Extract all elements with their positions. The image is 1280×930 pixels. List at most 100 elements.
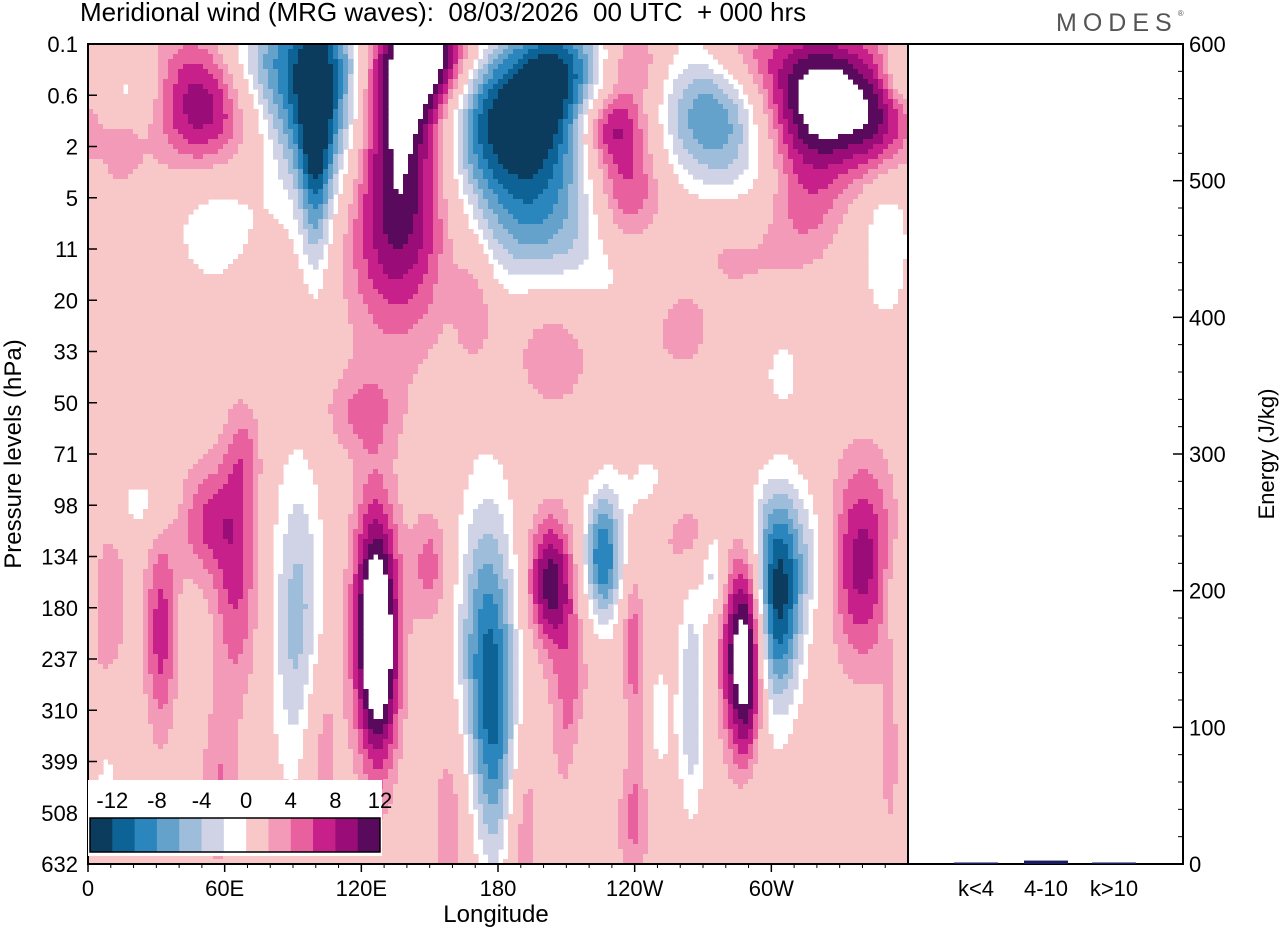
field-cell bbox=[203, 524, 224, 530]
modes-logo: MODES® bbox=[1056, 9, 1184, 38]
field-cell bbox=[598, 579, 609, 585]
field-cell bbox=[173, 654, 179, 660]
field-cell bbox=[808, 654, 839, 660]
field-cell bbox=[558, 599, 569, 605]
field-cell bbox=[478, 94, 489, 100]
field-cell bbox=[388, 49, 394, 55]
field-cell bbox=[228, 264, 299, 270]
field-cell bbox=[248, 204, 264, 210]
field-cell bbox=[118, 649, 144, 655]
field-cell bbox=[343, 124, 349, 130]
field-cell bbox=[208, 604, 219, 610]
field-cell bbox=[313, 189, 319, 195]
field-cell bbox=[838, 584, 844, 590]
field-cell bbox=[748, 94, 764, 100]
field-cell bbox=[458, 79, 469, 85]
field-cell bbox=[333, 144, 339, 150]
field-cell bbox=[303, 134, 329, 140]
field-cell bbox=[233, 84, 249, 90]
field-cell bbox=[473, 134, 479, 140]
field-cell bbox=[483, 84, 494, 90]
field-cell bbox=[298, 229, 309, 235]
field-cell bbox=[328, 164, 334, 170]
field-cell bbox=[878, 564, 889, 570]
field-cell bbox=[598, 604, 609, 610]
field-cell bbox=[128, 174, 264, 180]
field-cell bbox=[433, 514, 459, 520]
field-cell bbox=[533, 539, 544, 545]
field-cell bbox=[888, 544, 894, 550]
field-cell bbox=[88, 599, 99, 605]
field-cell bbox=[188, 524, 204, 530]
field-cell bbox=[443, 589, 454, 595]
field-cell bbox=[323, 169, 329, 175]
field-cell bbox=[883, 454, 909, 460]
field-cell bbox=[418, 119, 429, 125]
field-cell bbox=[603, 184, 614, 190]
field-cell bbox=[678, 119, 689, 125]
field-cell bbox=[563, 154, 574, 160]
field-cell bbox=[353, 629, 359, 635]
field-cell bbox=[513, 254, 554, 260]
field-cell bbox=[538, 194, 559, 200]
field-cell bbox=[223, 584, 244, 590]
field-cell bbox=[598, 569, 609, 575]
field-cell bbox=[183, 499, 194, 505]
field-cell bbox=[383, 484, 399, 490]
field-cell bbox=[808, 554, 814, 560]
field-cell bbox=[388, 499, 399, 505]
field-cell bbox=[598, 234, 764, 240]
field-cell bbox=[518, 69, 569, 75]
field-cell bbox=[818, 554, 834, 560]
field-cell bbox=[418, 554, 439, 560]
field-cell bbox=[513, 684, 519, 690]
field-cell bbox=[203, 529, 224, 535]
field-cell bbox=[333, 54, 339, 60]
field-cell bbox=[513, 214, 549, 220]
field-cell bbox=[168, 649, 174, 655]
field-cell bbox=[793, 674, 799, 680]
field-cell bbox=[703, 694, 719, 700]
field-cell bbox=[278, 174, 294, 180]
field-cell bbox=[328, 149, 334, 155]
field-cell bbox=[468, 579, 479, 585]
field-cell bbox=[178, 689, 214, 695]
field-cell bbox=[238, 254, 299, 260]
field-cell bbox=[798, 629, 804, 635]
field-cell bbox=[748, 694, 754, 700]
field-cell bbox=[608, 539, 614, 545]
field-cell bbox=[883, 59, 889, 65]
field-cell bbox=[333, 119, 339, 125]
field-cell bbox=[333, 169, 339, 175]
field-cell bbox=[243, 249, 294, 255]
field-cell bbox=[688, 629, 694, 635]
field-cell bbox=[498, 664, 504, 670]
field-cell bbox=[638, 634, 644, 640]
field-cell bbox=[238, 659, 254, 665]
field-cell bbox=[223, 624, 249, 630]
field-cell bbox=[513, 539, 529, 545]
field-cell bbox=[588, 679, 624, 685]
field-cell bbox=[88, 514, 134, 520]
field-cell bbox=[678, 114, 689, 120]
field-cell bbox=[88, 509, 129, 515]
field-cell bbox=[453, 249, 484, 255]
field-cell bbox=[568, 539, 574, 545]
field-cell bbox=[303, 169, 309, 175]
field-cell bbox=[323, 599, 344, 605]
field-cell bbox=[598, 144, 609, 150]
field-cell bbox=[523, 684, 549, 690]
field-cell bbox=[268, 79, 279, 85]
field-cell bbox=[748, 629, 754, 635]
field-cell bbox=[418, 189, 424, 195]
field-cell bbox=[833, 494, 844, 500]
field-cell bbox=[768, 89, 774, 95]
field-cell bbox=[503, 654, 509, 660]
field-cell bbox=[508, 494, 584, 500]
field-cell bbox=[443, 169, 454, 175]
field-cell bbox=[323, 609, 344, 615]
field-cell bbox=[853, 559, 874, 565]
field-cell bbox=[633, 164, 644, 170]
field-cell bbox=[843, 504, 854, 510]
field-cell bbox=[843, 499, 859, 505]
